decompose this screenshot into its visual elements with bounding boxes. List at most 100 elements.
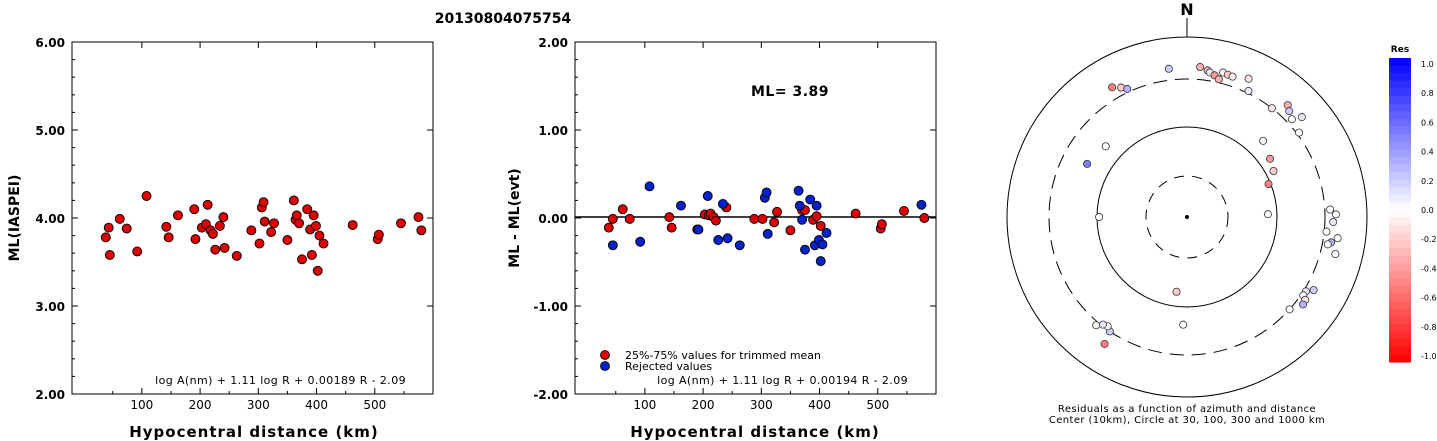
colorbar-cell	[1389, 118, 1411, 127]
polar-data-point	[1179, 320, 1188, 329]
polar-data-point	[1287, 115, 1296, 124]
colorbar-tick-label: -0.4	[1421, 264, 1437, 273]
colorbar-cell	[1389, 354, 1411, 363]
middle-xtick-label: 400	[808, 398, 831, 412]
middle-ytick-label: 2.00	[538, 36, 568, 50]
polar-data-point	[1098, 320, 1107, 329]
middle-data-point	[603, 222, 614, 233]
colorbar-cell	[1389, 316, 1411, 325]
legend-marker-trimmed	[600, 350, 610, 360]
left-data-point	[413, 212, 424, 223]
colorbar-cell	[1389, 270, 1411, 279]
colorbar-cell	[1389, 278, 1411, 287]
polar-data-point	[1108, 83, 1117, 92]
middle-data-point	[794, 200, 805, 211]
polar-data-point	[1244, 86, 1253, 95]
ring-1000km	[1006, 36, 1368, 398]
polar-plot: N Residuals as a function of azimuth and…	[1006, 0, 1368, 426]
middle-ytick-label: -1.00	[533, 300, 568, 314]
colorbar-tick-label: 0.0	[1421, 206, 1434, 215]
left-xtick-label: 500	[363, 398, 386, 412]
middle-data-point	[734, 240, 745, 251]
middle-data-point	[769, 217, 780, 228]
colorbar-cell	[1389, 134, 1411, 143]
left-data-point	[218, 212, 229, 223]
left-xtick-label: 200	[189, 398, 212, 412]
polar-data-point	[1101, 142, 1110, 151]
middle-data-point	[702, 191, 713, 201]
middle-data-point	[785, 225, 796, 236]
left-data-point	[219, 242, 230, 253]
left-data-point	[373, 229, 384, 240]
middle-formula: log A(nm) + 1.11 log R + 0.00194 R - 2.0…	[657, 374, 908, 387]
left-ytick-label: 5.00	[35, 124, 65, 138]
middle-data-point	[644, 181, 655, 192]
middle-xtick-label: 500	[866, 398, 889, 412]
polar-data-point	[1123, 84, 1132, 93]
middle-data-point	[772, 206, 782, 217]
polar-data-point	[1331, 249, 1340, 258]
colorbar-cell	[1389, 324, 1411, 333]
middle-data-point	[876, 219, 887, 230]
left-data-point	[189, 204, 200, 215]
middle-data-point	[815, 256, 826, 267]
colorbar-tick-label: -0.6	[1421, 294, 1437, 303]
left-xtick-label: 400	[305, 398, 328, 412]
middle-plot: 100 200 300 400 500 -2.00 -1.00 0.00 1.00 2.00 ML…	[507, 36, 937, 441]
left-data-point	[282, 235, 293, 245]
polar-data-point	[1100, 339, 1109, 348]
colorbar-cell	[1389, 225, 1411, 234]
left-data-point	[103, 222, 114, 233]
colorbar-cell	[1389, 172, 1411, 181]
colorbar-tick-label: -0.8	[1421, 323, 1437, 332]
polar-caption-line2: Center (10km), Circle at 30, 100, 300 an…	[1049, 415, 1325, 426]
middle-data-point	[713, 235, 724, 245]
left-data-point	[254, 238, 265, 249]
polar-data-point	[1264, 180, 1273, 189]
middle-data-point	[624, 213, 635, 224]
polar-data-point	[1196, 63, 1205, 72]
middle-data-point	[815, 220, 826, 231]
left-data-point	[100, 232, 111, 243]
polar-data-point	[1092, 321, 1101, 330]
left-data-point	[163, 232, 174, 243]
polar-data-point	[1323, 240, 1332, 249]
colorbar-cell	[1389, 240, 1411, 249]
middle-xtick-label: 100	[633, 398, 656, 412]
polar-data-point	[1095, 212, 1104, 221]
legend-label-rejected: Rejected values	[625, 360, 712, 373]
middle-data-point	[919, 213, 930, 223]
colorbar-tick-label: 0.2	[1421, 177, 1434, 186]
polar-data-point	[1285, 305, 1294, 314]
colorbar-tick-label: 0.8	[1421, 89, 1434, 98]
polar-data-point	[1329, 218, 1338, 227]
middle-data-point	[761, 187, 772, 198]
left-data-point	[311, 220, 321, 231]
left-formula: log A(nm) + 1.11 log R + 0.00189 R - 2.0…	[155, 374, 406, 387]
left-plot: 100 200 300 400 500 2.00 3.00 4.00 5.00 6.00 ML(I…	[7, 36, 434, 441]
middle-data-point	[722, 233, 733, 244]
north-label: N	[1180, 0, 1193, 19]
polar-data-point	[1333, 234, 1342, 243]
polar-data-point	[1269, 167, 1278, 176]
polar-data-point	[1172, 287, 1181, 296]
middle-ytick-label: 0.00	[538, 212, 568, 226]
left-data-point	[266, 227, 277, 238]
left-ytick-label: 6.00	[35, 36, 65, 50]
left-x-axis-label: Hypocentral distance (km)	[129, 423, 379, 441]
polar-data-point	[1214, 75, 1223, 84]
colorbar-cell	[1389, 346, 1411, 355]
colorbar-cell	[1389, 111, 1411, 120]
middle-data-point	[811, 200, 822, 211]
middle-data-point	[793, 185, 804, 196]
middle-data-point	[607, 240, 618, 251]
colorbar-cell	[1389, 141, 1411, 150]
left-data-point	[246, 225, 257, 236]
colorbar-cell	[1389, 65, 1411, 74]
colorbar-cell	[1389, 126, 1411, 135]
colorbar-tick-label: 1.0	[1421, 60, 1434, 69]
polar-data-point	[1266, 154, 1275, 163]
middle-data-point	[617, 204, 628, 215]
left-y-axis-label: ML(IASPEI)	[7, 175, 23, 262]
